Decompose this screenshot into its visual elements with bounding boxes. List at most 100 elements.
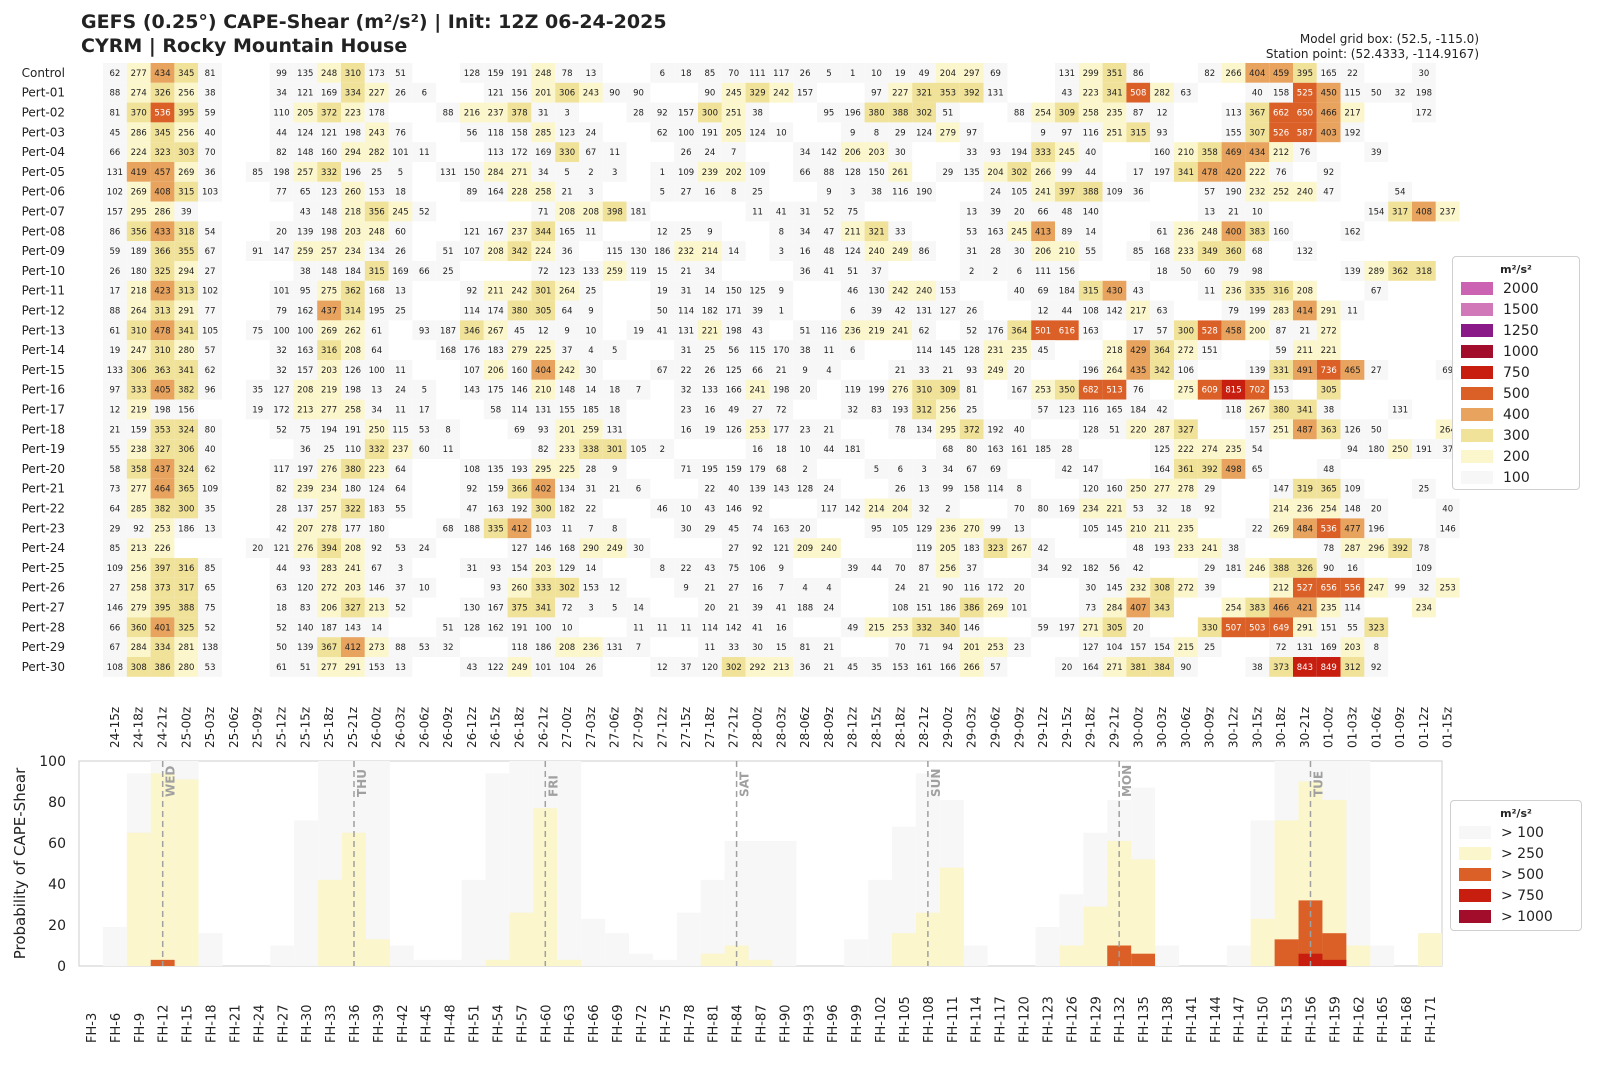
heatmap-cell-label: 192	[1344, 128, 1360, 138]
heatmap-cell	[1031, 241, 1055, 261]
heatmap-cell	[317, 102, 341, 123]
heatmap-cell-label: 227	[369, 89, 385, 99]
probability-bar	[605, 933, 629, 966]
x-tick-label: FH-57	[515, 1005, 530, 1044]
heatmap-cell-label: 321	[868, 227, 884, 237]
heatmap-cell-label: 178	[369, 109, 385, 119]
heatmap-cell-label: 49	[919, 69, 930, 79]
heatmap-cell	[436, 241, 460, 261]
heatmap-cell	[745, 162, 770, 182]
heatmap-cell-label: 6	[660, 69, 665, 79]
heatmap-cell	[317, 181, 341, 202]
probability-legend-swatch	[1459, 826, 1491, 839]
heatmap-cell	[1293, 181, 1317, 202]
heatmap-cell-label: 68	[1252, 247, 1263, 257]
heatmap-cell-label: 251	[1106, 128, 1122, 138]
heatmap-cell-label: 43	[1061, 89, 1072, 99]
heatmap-cell	[1150, 122, 1174, 143]
member-label: Pert-02	[22, 106, 65, 120]
heatmap-cell-label: 150	[464, 168, 480, 178]
probability-legend-swatch	[1459, 868, 1491, 881]
heatmap-cell	[912, 122, 936, 143]
heatmap-cell-label: 258	[1083, 109, 1099, 119]
heatmap-cell-label: 211	[845, 227, 861, 237]
x-tick-label: FH-63	[563, 1005, 578, 1044]
heatmap-cell-label: 97	[966, 128, 977, 138]
heatmap-cell	[293, 122, 318, 143]
heatmap-cell	[959, 142, 984, 162]
heatmap-cell-label: 344	[535, 227, 551, 237]
heatmap-cell	[840, 142, 865, 162]
heatmap-cell-label: 24	[990, 188, 1001, 198]
heatmap-cell-label: 189	[131, 247, 147, 257]
heatmap-cell	[388, 162, 413, 182]
heatmap-cell-label: 38	[752, 109, 763, 119]
heatmap-cell	[103, 82, 127, 103]
heatmap-cell	[293, 261, 318, 281]
station-title: CYRM | Rocky Mountain House	[81, 35, 408, 57]
heatmap-cell-label: 86	[1133, 69, 1144, 79]
heatmap-cell-label: 54	[1395, 188, 1406, 198]
heatmap-cell-label: 66	[1038, 208, 1049, 218]
member-label: Pert-09	[22, 244, 65, 258]
heatmap-cell	[436, 162, 460, 182]
heatmap-cell	[1293, 102, 1317, 123]
heatmap-cell-label: 257	[297, 168, 313, 178]
probability-bar	[294, 820, 319, 966]
heatmap-cell	[198, 162, 222, 182]
heatmap-cell	[1126, 102, 1151, 123]
member-label: Pert-16	[22, 383, 65, 397]
heatmap-cell	[721, 181, 746, 202]
heatmap-cell	[1055, 181, 1079, 202]
heatmap-cell	[531, 181, 556, 202]
heatmap-cell	[602, 82, 627, 103]
heatmap-legend-label: 200	[1503, 448, 1530, 465]
heatmap-cell-label: 16	[800, 247, 811, 257]
heatmap-cell	[1412, 102, 1436, 123]
heatmap-cell-label: 227	[892, 89, 908, 99]
probability-legend-item: > 1000	[1451, 906, 1581, 927]
heatmap-cell-label: 251	[726, 109, 742, 119]
heatmap-cell-label: 88	[443, 109, 454, 119]
heatmap-legend-label: 100	[1503, 469, 1530, 486]
heatmap-cell-label: 306	[559, 89, 575, 99]
heatmap-cell-label: 148	[321, 208, 337, 218]
heatmap-cell-label: 404	[1249, 69, 1265, 79]
heatmap-cell-label: 124	[297, 128, 313, 138]
heatmap-cell	[579, 181, 603, 202]
heatmap-cell-label: 102	[107, 188, 123, 198]
heatmap-cell	[293, 102, 318, 123]
heatmap-cell-label: 21	[562, 188, 573, 198]
heatmap-cell-label: 52	[419, 208, 430, 218]
heatmap-cell	[341, 122, 365, 143]
heatmap-cell-label: 17	[1133, 168, 1144, 178]
heatmap-cell-label: 309	[1059, 109, 1075, 119]
heatmap-cell	[912, 82, 936, 103]
heatmap-cell	[1245, 201, 1270, 222]
x-tick-label: FH-69	[611, 1005, 626, 1044]
heatmap-legend-swatch	[1461, 282, 1493, 295]
member-label: Pert-13	[22, 323, 65, 337]
heatmap-cell-label: 10	[871, 69, 882, 79]
heatmap-cell-label: 56	[466, 128, 477, 138]
heatmap-cell	[174, 162, 199, 182]
heatmap-cell-label: 310	[345, 69, 361, 79]
heatmap-cell	[341, 221, 365, 242]
heatmap-cell	[864, 261, 889, 281]
heatmap-cell	[1150, 102, 1174, 123]
heatmap-cell-label: 242	[773, 89, 789, 99]
heatmap-cell	[269, 102, 294, 123]
day-marker-label: THU	[355, 769, 369, 797]
probability-bar	[1155, 945, 1179, 966]
heatmap-cell	[341, 241, 365, 261]
x-tick-label: FH-54	[491, 1005, 506, 1044]
heatmap-cell	[198, 261, 222, 281]
heatmap-cell	[793, 63, 817, 83]
heatmap-cell	[198, 63, 222, 83]
chart-title: GEFS (0.25°) CAPE-Shear (m²/s²) | Init: …	[81, 11, 667, 33]
probability-bar	[676, 912, 701, 966]
heatmap-cell-label: 113	[488, 148, 504, 158]
heatmap-legend-swatch	[1461, 303, 1493, 316]
heatmap-cell-label: 260	[345, 188, 361, 198]
heatmap-cell-label: 18	[395, 188, 406, 198]
